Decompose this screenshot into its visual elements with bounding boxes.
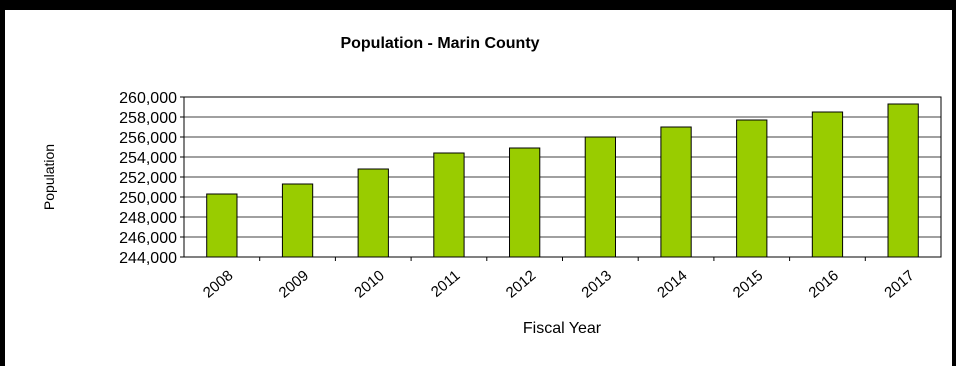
y-tick-label: 248,000	[119, 210, 177, 227]
y-tick-label: 256,000	[119, 130, 177, 147]
bar-2016	[811, 111, 844, 258]
x-axis-title: Fiscal Year	[523, 320, 602, 337]
bar-2011	[433, 152, 465, 258]
y-tick-label: 258,000	[119, 110, 177, 127]
bars	[206, 103, 919, 258]
x-tick-label: 2014	[654, 267, 690, 301]
y-tick-label: 250,000	[119, 190, 177, 207]
x-tick-label: 2011	[428, 267, 464, 301]
x-tick-label: 2017	[881, 267, 917, 301]
x-tick-label: 2012	[503, 267, 539, 301]
x-tick-label: 2016	[806, 267, 842, 301]
y-tick-label: 252,000	[119, 170, 177, 187]
bar-2008	[206, 193, 238, 258]
bar-2013	[584, 136, 616, 258]
y-axis-title: Population	[41, 144, 57, 210]
bar-2010	[357, 168, 389, 258]
y-axis-ticks: 244,000 246,000 248,000 250,000 252,000 254,0…	[119, 90, 184, 267]
y-tick-label: 244,000	[119, 250, 177, 267]
x-tick-label: 2009	[276, 267, 312, 301]
y-tick-label: 254,000	[119, 150, 177, 167]
bar-2014	[660, 126, 692, 258]
bar-2017	[887, 103, 919, 258]
x-axis-ticks: 2008 2009 2010 2011 2012 2013 2014 2015 2016 2017	[200, 257, 918, 302]
bar-2012	[509, 147, 541, 258]
bar-2009	[281, 183, 314, 258]
bar-2015	[736, 119, 768, 258]
chart-title: Population - Marin County	[340, 35, 539, 52]
y-tick-label: 260,000	[119, 90, 177, 107]
y-tick-label: 246,000	[119, 230, 177, 247]
x-tick-label: 2013	[578, 267, 614, 301]
x-tick-label: 2008	[200, 267, 236, 301]
x-tick-label: 2015	[730, 267, 766, 301]
x-tick-label: 2010	[351, 267, 387, 301]
